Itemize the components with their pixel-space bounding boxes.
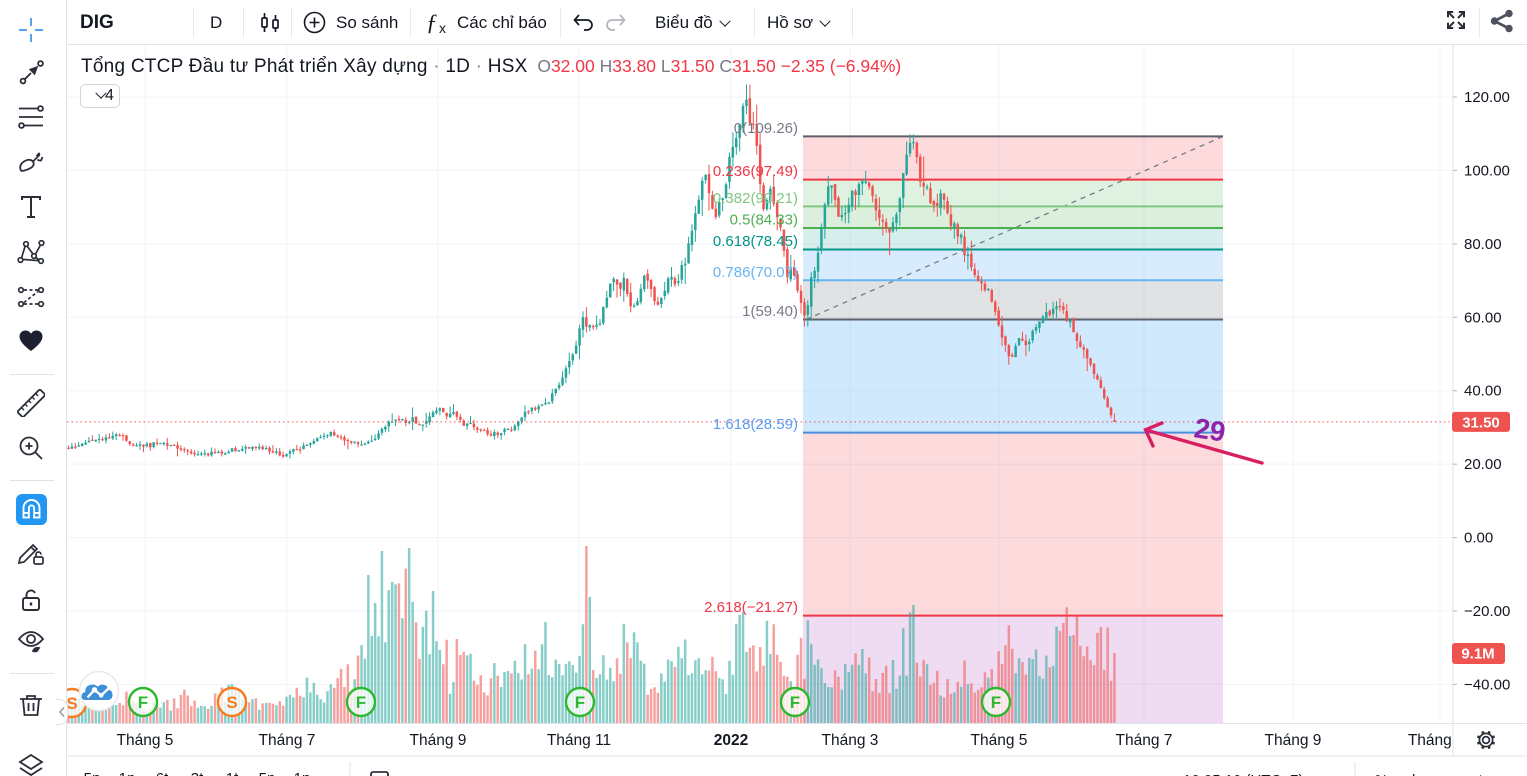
svg-text:0.00: 0.00 bbox=[1464, 530, 1493, 547]
svg-text:0.786(70.07): 0.786(70.07) bbox=[713, 264, 798, 281]
svg-text:1n: 1n bbox=[294, 770, 311, 776]
svg-text:6t: 6t bbox=[156, 770, 169, 776]
svg-text:5n: 5n bbox=[259, 770, 276, 776]
svg-text:2.618(−21.27): 2.618(−21.27) bbox=[704, 599, 798, 616]
svg-text:20.00: 20.00 bbox=[1464, 456, 1502, 473]
svg-text:Tháng 7: Tháng 7 bbox=[259, 732, 316, 749]
svg-text:3t: 3t bbox=[191, 770, 204, 776]
svg-text:Tháng 3: Tháng 3 bbox=[822, 732, 879, 749]
svg-text:1(59.40): 1(59.40) bbox=[742, 303, 798, 320]
svg-text:1n: 1n bbox=[119, 770, 136, 776]
svg-text:log: log bbox=[1412, 772, 1432, 776]
svg-text:29: 29 bbox=[1192, 412, 1228, 447]
svg-text:Tháng 9: Tháng 9 bbox=[410, 732, 467, 749]
svg-text:S: S bbox=[66, 694, 77, 713]
svg-text:5n: 5n bbox=[84, 770, 101, 776]
svg-text:Tháng 5: Tháng 5 bbox=[971, 732, 1028, 749]
svg-text:F: F bbox=[790, 693, 800, 712]
svg-text:1t: 1t bbox=[226, 770, 239, 776]
svg-text:F: F bbox=[991, 693, 1001, 712]
svg-text:Tháng 9: Tháng 9 bbox=[1265, 732, 1322, 749]
svg-text:S: S bbox=[226, 693, 237, 712]
svg-text:Tháng 7: Tháng 7 bbox=[1116, 732, 1173, 749]
svg-text:0(109.26): 0(109.26) bbox=[734, 120, 798, 137]
svg-text:2022: 2022 bbox=[714, 732, 748, 749]
svg-text:Tháng 11: Tháng 11 bbox=[547, 732, 611, 749]
svg-text:F: F bbox=[138, 693, 148, 712]
svg-text:auto: auto bbox=[1462, 772, 1491, 776]
svg-text:60.00: 60.00 bbox=[1464, 309, 1502, 326]
svg-text:Tháng 5: Tháng 5 bbox=[117, 732, 174, 749]
svg-text:80.00: 80.00 bbox=[1464, 236, 1502, 253]
svg-text:F: F bbox=[356, 693, 366, 712]
svg-text:40.00: 40.00 bbox=[1464, 383, 1502, 400]
svg-text:1.618(28.59): 1.618(28.59) bbox=[713, 416, 798, 433]
svg-text:F: F bbox=[575, 693, 585, 712]
svg-text:0.236(97.49): 0.236(97.49) bbox=[713, 163, 798, 180]
svg-text:−20.00: −20.00 bbox=[1464, 603, 1510, 620]
svg-text:0.618(78.45): 0.618(78.45) bbox=[713, 233, 798, 250]
svg-text:Tháng 11: Tháng 11 bbox=[1408, 732, 1472, 749]
svg-text:0.5(84.33): 0.5(84.33) bbox=[730, 212, 798, 229]
svg-text:9.1M: 9.1M bbox=[1461, 646, 1494, 663]
svg-text:−40.00: −40.00 bbox=[1464, 676, 1510, 693]
svg-text:%: % bbox=[1375, 772, 1388, 776]
svg-text:120.00: 120.00 bbox=[1464, 89, 1510, 106]
svg-text:31.50: 31.50 bbox=[1462, 414, 1500, 431]
svg-text:100.00: 100.00 bbox=[1464, 162, 1510, 179]
svg-text:10:05:10 (UTC+7): 10:05:10 (UTC+7) bbox=[1183, 772, 1303, 776]
svg-text:0.382(90.21): 0.382(90.21) bbox=[713, 190, 798, 207]
